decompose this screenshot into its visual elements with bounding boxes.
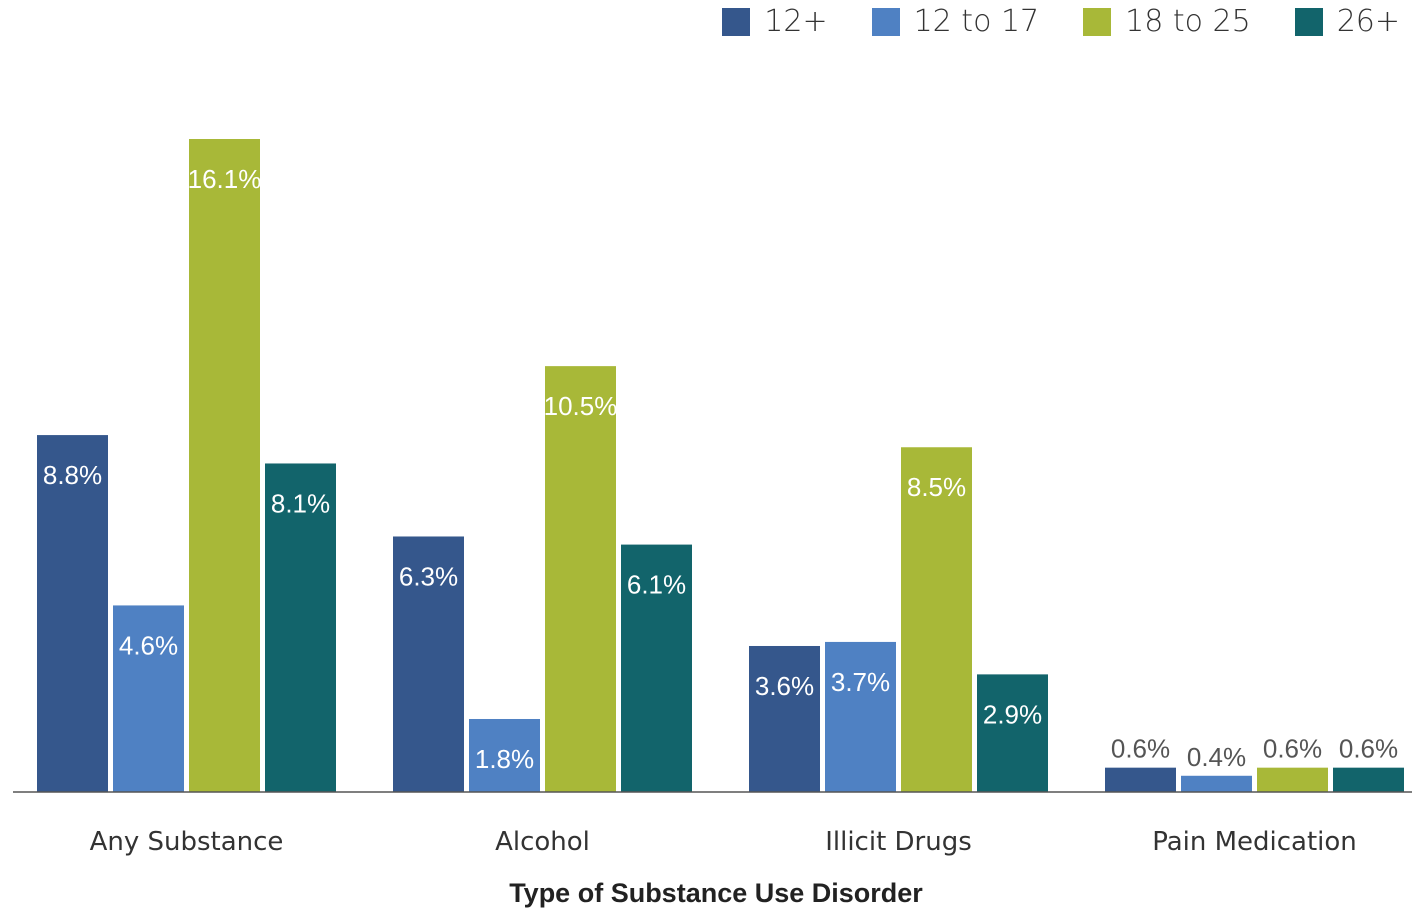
legend-item-2: 18 to 25: [1083, 4, 1251, 39]
legend-label: 12+: [764, 4, 828, 39]
data-label: 3.7%: [831, 667, 890, 697]
legend-item-0: 12+: [722, 4, 828, 39]
data-label: 3.6%: [755, 671, 814, 701]
legend-item-3: 26+: [1294, 4, 1400, 39]
bar-0-1: [113, 605, 184, 792]
legend-label: 18 to 25: [1125, 4, 1251, 39]
data-label: 8.1%: [271, 488, 330, 518]
bar-3-1: [1181, 775, 1252, 792]
bar-0-3: [265, 463, 336, 792]
legend-swatch: [871, 7, 900, 36]
bar-1-1: [469, 718, 540, 792]
data-label: 0.6%: [1339, 734, 1398, 764]
data-label: 0.4%: [1187, 742, 1246, 772]
bar-1-0: [393, 536, 464, 792]
data-label: 6.3%: [399, 561, 458, 591]
data-label: 8.5%: [907, 472, 966, 502]
data-label: 8.8%: [43, 460, 102, 490]
category-label: Illicit Drugs: [825, 827, 972, 857]
legend-swatch: [1294, 7, 1323, 36]
bar-0-2: [189, 139, 260, 792]
data-label: 1.8%: [475, 744, 534, 774]
bar-2-1: [825, 641, 896, 792]
category-label: Alcohol: [495, 827, 590, 857]
bar-1-2: [545, 366, 616, 792]
x-axis-title: Type of Substance Use Disorder: [509, 878, 923, 908]
legend-swatch: [722, 7, 751, 36]
category-label: Pain Medication: [1152, 827, 1357, 857]
legend-label: 12 to 17: [913, 4, 1040, 39]
data-label: 6.1%: [627, 570, 686, 600]
bar-1-3: [621, 544, 692, 792]
legend-swatch: [1083, 7, 1112, 36]
bar-3-3: [1333, 767, 1404, 792]
chart-legend: 12+ 12 to 17 18 to 25 26+: [722, 4, 1400, 39]
bar-2-3: [977, 674, 1048, 792]
legend-item-1: 12 to 17: [871, 4, 1040, 39]
bar-2-0: [749, 645, 820, 792]
data-label: 0.6%: [1111, 734, 1170, 764]
legend-label: 26+: [1336, 4, 1400, 39]
bar-3-2: [1257, 767, 1328, 792]
bar-0-0: [37, 435, 108, 792]
data-label: 10.5%: [544, 391, 618, 421]
data-label: 16.1%: [188, 164, 262, 194]
category-labels: Any Substance Alcohol Illicit Drugs Pain Me…: [90, 827, 1357, 857]
bars-group: 8.8% 4.6% 16.1% 8.1% 6.3% 1.8% 10.5% 6.1% 3.6% 3.…: [37, 139, 1404, 792]
bar-2-2: [901, 447, 972, 792]
data-label: 2.9%: [983, 699, 1042, 729]
bar-3-0: [1105, 767, 1176, 792]
data-label: 4.6%: [119, 630, 178, 660]
data-label: 0.6%: [1263, 734, 1322, 764]
category-label: Any Substance: [90, 827, 284, 857]
